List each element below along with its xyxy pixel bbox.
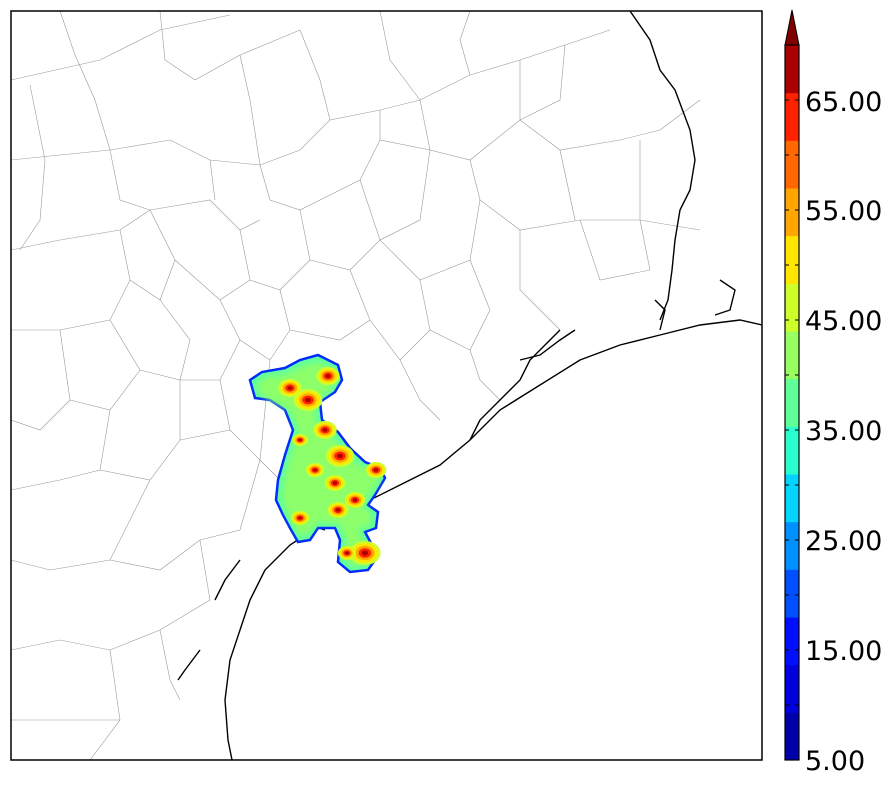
colorbar-ticks — [785, 44, 799, 761]
precip-cell — [322, 428, 328, 432]
map-area — [11, 11, 762, 760]
colorbar-label-65: 65.00 — [805, 87, 882, 118]
colorbar: 5.00 15.00 25.00 35.00 45.00 55.00 65.00 — [784, 9, 882, 777]
colorbar-label-15: 15.00 — [805, 636, 882, 667]
colorbar-extend-arrow — [784, 9, 800, 46]
colorbar-label-45: 45.00 — [805, 306, 882, 337]
precip-cell — [298, 516, 302, 520]
colorbar-label-55: 55.00 — [805, 196, 882, 227]
colorbar-segment — [785, 188, 799, 237]
colorbar-segment — [785, 521, 799, 570]
precip-cell — [373, 468, 379, 472]
colorbar-segment — [785, 617, 799, 666]
precip-cell — [305, 397, 311, 403]
colorbar-label-5: 5.00 — [805, 746, 865, 777]
map-frame — [10, 10, 763, 761]
precip-cell — [337, 453, 343, 459]
precip-cell — [325, 374, 331, 378]
colorbar-segment — [785, 92, 799, 141]
colorbar-frame — [784, 44, 800, 761]
colorbar-segments — [785, 45, 799, 761]
colorbar-segment — [785, 474, 799, 523]
precip-cell — [298, 438, 302, 442]
precip-cell — [335, 508, 341, 512]
colorbar-segment — [785, 283, 799, 332]
precip-cell — [313, 468, 317, 472]
precip-cells — [278, 367, 387, 565]
colorbar-label-25: 25.00 — [805, 526, 882, 557]
colorbar-segment — [785, 140, 799, 189]
colorbar-segment — [785, 664, 799, 713]
colorbar-labels: 5.00 15.00 25.00 35.00 45.00 55.00 65.00 — [805, 87, 882, 777]
precip-cell — [361, 550, 369, 556]
colorbar-segment — [785, 45, 799, 94]
colorbar-segment — [785, 712, 799, 761]
precip-field — [248, 353, 387, 574]
colorbar-label-35: 35.00 — [805, 416, 882, 447]
precip-cell — [345, 551, 349, 555]
colorbar-segment — [785, 235, 799, 284]
colorbar-segment — [785, 569, 799, 618]
precip-cell — [352, 498, 358, 502]
colorbar-segment — [785, 378, 799, 427]
colorbar-segment — [785, 331, 799, 380]
colorbar-segment — [785, 426, 799, 475]
precip-cell — [332, 481, 338, 485]
precip-cell — [287, 386, 293, 390]
county-boundaries — [11, 11, 701, 760]
